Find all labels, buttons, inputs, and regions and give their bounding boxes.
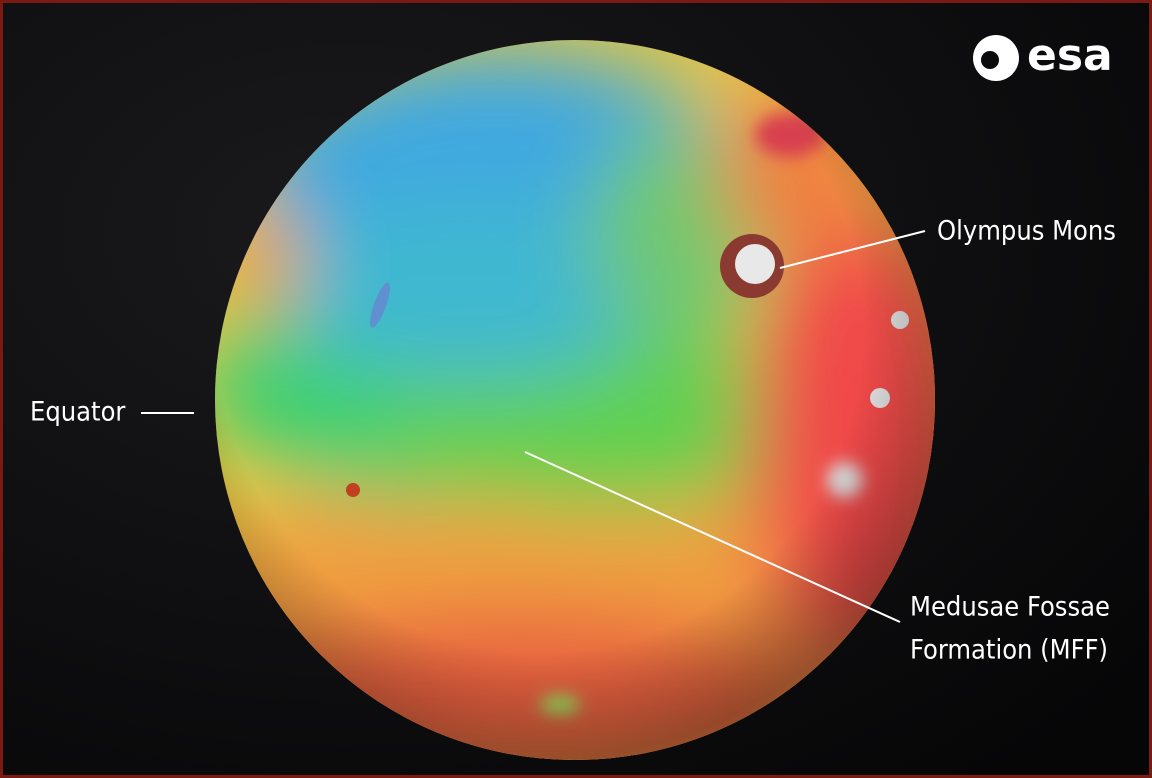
label: Formation (MFF) — [910, 635, 1108, 666]
logo-text: esa — [1027, 30, 1113, 81]
label: Equator — [30, 397, 125, 428]
label: Medusae Fossae — [910, 592, 1110, 623]
label: Olympus Mons — [937, 216, 1116, 247]
logo: esa — [973, 30, 1113, 81]
leader-line — [779, 230, 926, 269]
leader-line — [524, 451, 901, 623]
